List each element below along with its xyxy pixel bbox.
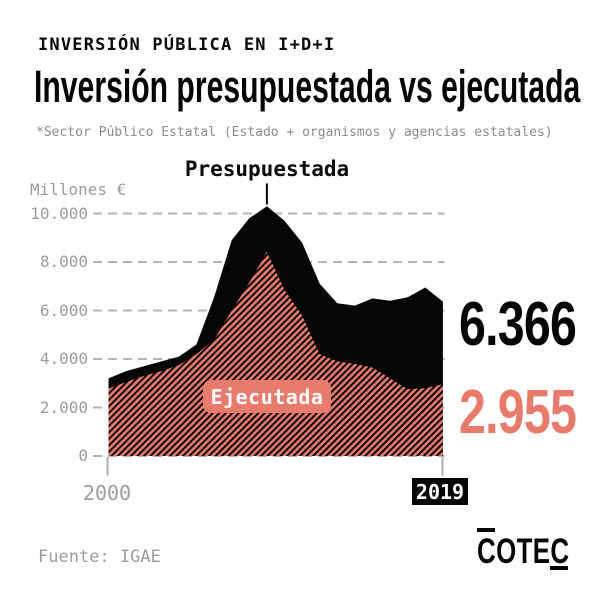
series-label-executed: Ejecutada (210, 384, 324, 409)
end-value-budgeted: 6.366 (459, 290, 577, 359)
area-executed (108, 251, 443, 456)
y-axis-unit-label: Millones € (30, 180, 127, 199)
subtitle: *Sector Público Estatal (Estado + organi… (36, 125, 553, 140)
x-axis-label-start: 2000 (82, 481, 132, 505)
source-credit: Fuente: IGAE (38, 547, 161, 567)
x-axis-label-end: 2019 (415, 479, 465, 504)
series-label-budgeted: Presupuestada (184, 157, 350, 181)
series-label-executed-badge: Ejecutada (203, 380, 331, 413)
y-axis-tick-label: 4.000 (39, 349, 88, 368)
y-axis-tick-label: 6.000 (39, 300, 88, 320)
y-axis-tick-label: 10.000 (30, 203, 88, 223)
x-axis-label-end-badge: 2019 (412, 478, 468, 505)
y-axis-tick-label: 0 (78, 446, 88, 465)
cotec-logo: COTEC (477, 532, 570, 571)
page-title: Inversión presupuestada vs ejecutada (34, 61, 581, 112)
y-axis-tick-label: 2.000 (39, 397, 88, 417)
kicker: INVERSIÓN PÚBLICA EN I+D+I (38, 35, 336, 55)
cotec-logo-underline (550, 566, 568, 570)
end-value-executed: 2.955 (459, 378, 577, 447)
cotec-logo-overline (477, 528, 495, 532)
y-axis-tick-label: 8.000 (39, 252, 88, 271)
